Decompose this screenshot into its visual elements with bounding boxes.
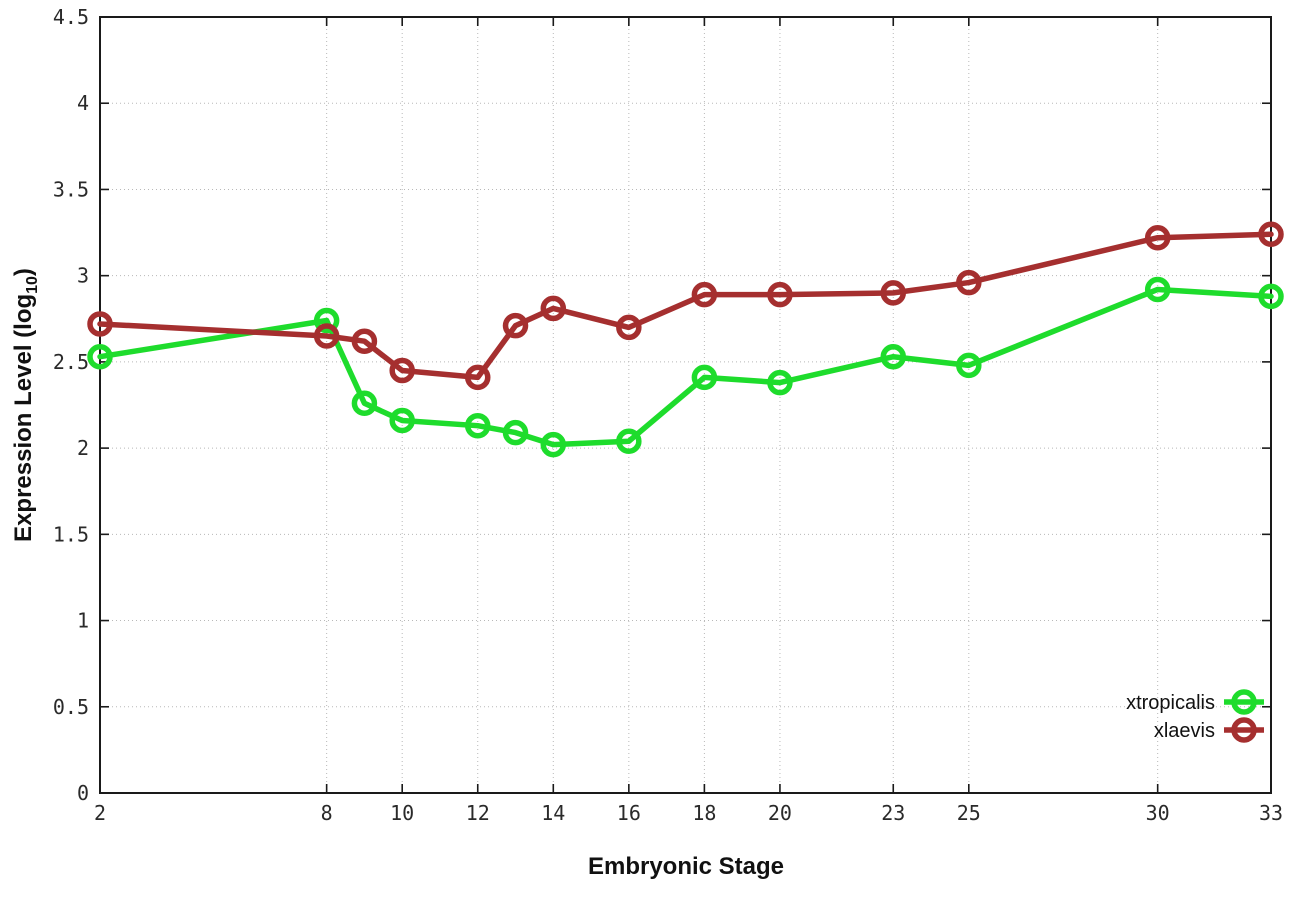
y-tick-label: 0.5 [53,695,89,719]
x-tick-label: 25 [957,801,981,825]
data-point-xlaevis [502,312,529,339]
legend-marker-xlaevis [1231,717,1257,743]
series-line-xtropicalis [97,286,1274,448]
y-tick-label: 4.5 [53,5,89,29]
x-axis-title: Embryonic Stage [587,853,785,880]
y-tick-label: 3.5 [53,177,89,201]
data-point-xlaevis [540,295,567,322]
data-point-xtropicalis [691,364,718,391]
data-point-xlaevis [389,357,415,384]
data-point-xtropicalis [880,343,907,370]
y-axis-title-suffix: ) [10,268,38,277]
data-point-xlaevis [691,281,718,308]
x-tick-label: 8 [321,801,333,825]
data-point-xlaevis [1258,221,1284,248]
plot-border [99,16,1272,794]
y-tick-label: 2 [77,436,89,460]
y-tick-label: 1 [77,609,89,633]
legend-label-xtropicalis: xtropicalis [1126,692,1215,714]
data-point-xlaevis [464,364,491,391]
x-tick-label: 18 [692,801,716,825]
y-axis-title-subscript: 10 [23,276,41,294]
x-tick-label: 23 [881,801,905,825]
data-point-xtropicalis [351,390,378,417]
data-point-xtropicalis [87,343,113,370]
data-point-xlaevis [1144,224,1171,251]
y-tick-label: 0 [77,781,89,805]
data-point-xtropicalis [1258,283,1284,310]
y-axis-title: Expression Level (log10) [10,268,42,542]
x-tick-label: 2 [94,801,106,825]
y-tick-label: 1.5 [53,522,89,546]
y-axis-title-text: Expression Level (log [10,293,38,542]
data-point-xtropicalis [956,352,982,379]
data-point-xtropicalis [767,369,793,396]
x-tick-label: 30 [1146,801,1170,825]
series-line-xlaevis [97,231,1274,381]
data-point-xlaevis [616,314,642,341]
data-point-xlaevis [87,311,113,337]
data-point-xlaevis [880,280,907,306]
data-point-xtropicalis [464,412,491,439]
x-tick-label: 10 [390,801,414,825]
y-tick-label: 3 [77,264,89,288]
data-point-xlaevis [956,269,982,296]
data-point-xlaevis [313,323,340,349]
data-point-xtropicalis [616,428,642,454]
data-point-xtropicalis [540,431,567,458]
legend-marker-xtropicalis [1231,689,1257,715]
data-point-xtropicalis [313,307,340,334]
x-tick-label: 14 [541,801,565,825]
data-point-xlaevis [767,281,793,308]
data-point-xtropicalis [1144,276,1171,303]
x-tick-label: 16 [617,801,641,825]
x-tick-label: 12 [466,801,490,825]
data-point-xlaevis [351,328,378,354]
y-tick-label: 4 [77,91,89,115]
x-tick-label: 20 [768,801,792,825]
y-tick-label: 2.5 [53,350,89,374]
legend-label-xlaevis: xlaevis [1154,720,1215,742]
data-point-xtropicalis [389,407,415,434]
data-point-xtropicalis [502,419,529,446]
x-tick-label: 33 [1259,801,1283,825]
